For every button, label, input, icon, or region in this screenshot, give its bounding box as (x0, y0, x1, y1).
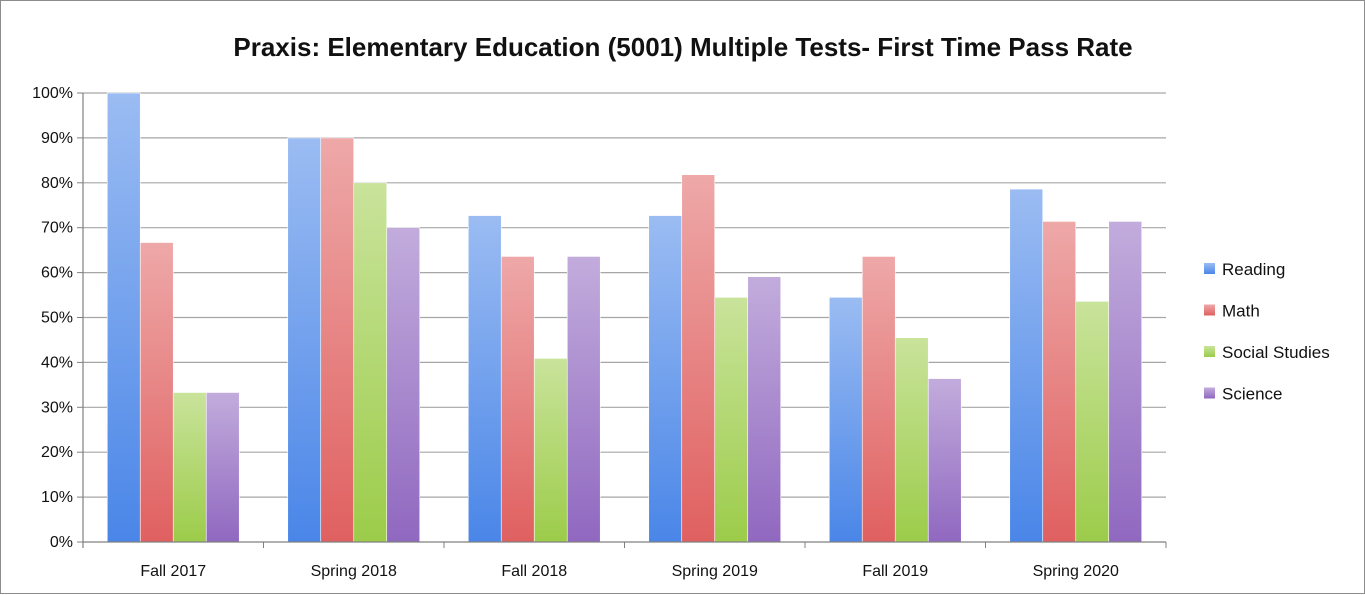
bar-math (320, 137, 355, 543)
y-tick-label: 60% (41, 265, 73, 282)
y-tick-label: 20% (41, 444, 73, 461)
bar-social-studies (533, 358, 568, 543)
bar-science (747, 276, 782, 543)
y-tick-label: 100% (32, 85, 73, 102)
x-tick-label: Spring 2020 (1033, 563, 1119, 580)
axes: 0% 10% 20% 30% 40% 50% 60% 70% 80% 90% 100% Fall 20… (32, 85, 1167, 580)
legend-label: Reading (1222, 260, 1285, 279)
bar-math (1042, 221, 1077, 543)
bars (106, 92, 1143, 543)
bar-science (927, 378, 962, 543)
x-tick-label: Fall 2019 (862, 563, 928, 580)
bar-math (681, 174, 716, 543)
y-tick-label: 50% (41, 310, 73, 327)
bar-social-studies (714, 296, 749, 543)
y-tick-label: 10% (41, 489, 73, 506)
y-tick-label: 30% (41, 399, 73, 416)
y-tick-label: 0% (50, 534, 73, 551)
y-tick-label: 40% (41, 354, 73, 371)
legend-swatch (1204, 387, 1215, 399)
bar-reading (467, 215, 502, 543)
bar-science (205, 392, 240, 543)
bar-social-studies (172, 392, 207, 543)
bar-science (386, 227, 421, 543)
chart-title: Praxis: Elementary Education (5001) Mult… (233, 32, 1132, 62)
legend-swatch (1204, 263, 1215, 274)
bar-science (566, 256, 601, 543)
legend-label: Social Studies (1222, 343, 1330, 362)
legend-swatch (1204, 304, 1215, 316)
legend-label: Science (1222, 385, 1282, 404)
bar-social-studies (894, 337, 929, 543)
bar-science (1108, 221, 1143, 543)
legend: Reading Math Social Studies Science (1204, 260, 1330, 404)
bar-reading (287, 137, 322, 543)
bar-math (500, 256, 535, 543)
legend-swatch (1204, 346, 1215, 357)
x-tick-label: Fall 2017 (140, 563, 206, 580)
bar-math (139, 242, 174, 543)
y-tick-label: 80% (41, 175, 73, 192)
y-tick-label: 70% (41, 220, 73, 237)
legend-label: Math (1222, 302, 1260, 321)
x-tick-label: Spring 2018 (311, 563, 397, 580)
y-tick-label: 90% (41, 130, 73, 147)
bar-math (861, 256, 896, 543)
bar-reading (828, 296, 863, 543)
gridlines (83, 92, 1166, 498)
bar-reading (1009, 188, 1044, 543)
bar-social-studies (353, 182, 388, 543)
bar-social-studies (1075, 301, 1110, 543)
bar-reading (648, 215, 683, 543)
bar-reading (106, 92, 141, 543)
x-tick-label: Fall 2018 (501, 563, 567, 580)
x-tick-label: Spring 2019 (672, 563, 758, 580)
